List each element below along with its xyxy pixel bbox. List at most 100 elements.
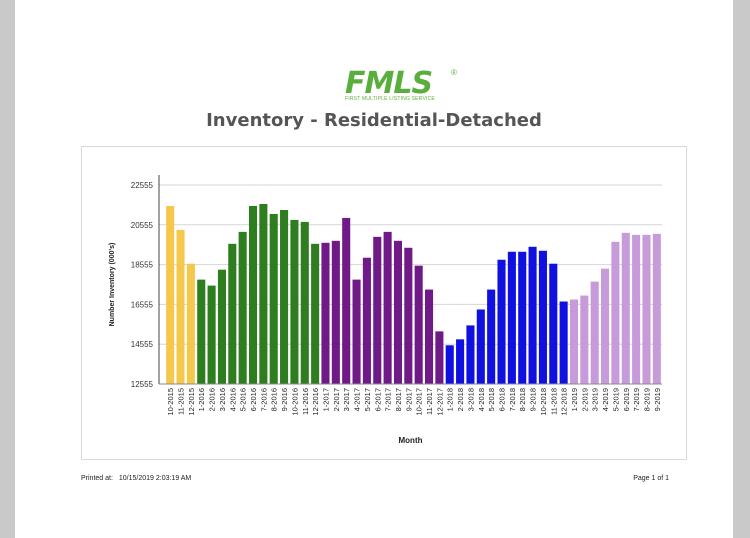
x-tick-label: 12-2018	[560, 388, 569, 416]
bar-4-2019	[601, 268, 610, 384]
x-tick-label: 11-2017	[425, 388, 434, 415]
x-tick-label: 8-2016	[270, 388, 279, 411]
x-tick-label: 11-2016	[301, 388, 310, 415]
x-tick-label: 5-2018	[487, 388, 496, 411]
x-tick-label: 10-2016	[290, 388, 299, 416]
x-tick-label: 4-2019	[601, 388, 610, 411]
bar-12-2017	[435, 331, 444, 384]
bar-1-2018	[445, 345, 454, 384]
bar-1-2017	[321, 242, 330, 384]
bar-5-2016	[238, 231, 247, 384]
x-tick-label: 9-2018	[529, 388, 538, 411]
x-tick-label: 8-2018	[518, 388, 527, 411]
x-tick-label: 12-2017	[435, 388, 444, 416]
bar-1-2016	[197, 279, 206, 384]
bar-10-2017	[414, 265, 423, 384]
y-tick-label: 12555	[131, 380, 154, 389]
printed-at-label: Printed at:	[81, 475, 113, 482]
x-tick-label: 7-2019	[632, 388, 641, 411]
bar-10-2015	[166, 205, 175, 384]
bar-8-2019	[642, 234, 651, 384]
bar-7-2017	[383, 231, 392, 384]
chart-container: 22555 20555 18555 16555 14555 12555 10-2015 11-…	[81, 146, 687, 460]
x-tick-label: 10-2017	[415, 388, 424, 416]
x-tick-label: 3-2018	[466, 388, 475, 411]
y-tick-label: 22555	[131, 181, 154, 190]
x-tick-label: 10-2018	[539, 388, 548, 416]
bar-5-2019	[611, 241, 620, 384]
bar-7-2018	[507, 251, 516, 384]
bar-5-2018	[487, 289, 496, 384]
bar-8-2018	[518, 251, 527, 384]
bar-6-2017	[373, 236, 382, 384]
x-tick-label: 5-2016	[239, 388, 248, 411]
x-tick-label: 11-2018	[549, 388, 558, 415]
bar-9-2016	[280, 209, 289, 384]
x-tick-label: 9-2019	[653, 388, 662, 411]
x-tick-label: 11-2015	[177, 388, 186, 415]
bar-2-2016	[207, 285, 216, 384]
x-tick-label: 2-2018	[456, 388, 465, 411]
x-tick-label: 6-2016	[249, 388, 258, 411]
bar-2-2017	[331, 240, 340, 384]
x-tick-label: 6-2018	[498, 388, 507, 411]
bar-10-2016	[290, 219, 299, 384]
bar-4-2017	[352, 279, 361, 384]
y-tick-label: 14555	[131, 340, 154, 349]
page-number: Page 1 of 1	[633, 475, 669, 482]
bar-11-2015	[176, 229, 185, 384]
x-tick-label: 4-2016	[228, 388, 237, 411]
bar-8-2016	[269, 213, 278, 384]
x-tick-label: 7-2017	[384, 388, 393, 411]
bar-3-2018	[466, 325, 475, 384]
x-tick-label: 8-2017	[394, 388, 403, 411]
chart-title: Inventory - Residential-Detached	[206, 110, 542, 131]
bar-7-2019	[632, 234, 641, 384]
y-tick-label: 18555	[131, 261, 154, 270]
bar-2-2018	[456, 339, 465, 384]
bar-12-2018	[559, 301, 568, 384]
x-tick-label: 6-2019	[622, 388, 631, 411]
x-tick-label: 7-2018	[508, 388, 517, 411]
x-tick-label: 9-2017	[404, 388, 413, 411]
x-tick-label: 12-2016	[311, 388, 320, 416]
x-tick-label: 1-2019	[570, 388, 579, 411]
bar-9-2017	[404, 247, 413, 384]
bar-9-2019	[652, 233, 661, 384]
bar-12-2016	[311, 243, 320, 384]
x-tick-label: 2-2019	[580, 388, 589, 411]
x-tick-label: 9-2016	[280, 388, 289, 411]
x-tick-label: 5-2017	[363, 388, 372, 411]
x-tick-label: 5-2019	[611, 388, 620, 411]
bar-3-2019	[590, 281, 599, 384]
x-tick-label: 2-2017	[332, 388, 341, 411]
bar-11-2016	[300, 221, 309, 384]
report-page: FMLS ® FIRST MULTIPLE LISTING SERVICE In…	[15, 0, 733, 538]
logo-tagline: FIRST MULTIPLE LISTING SERVICE	[345, 96, 435, 102]
y-axis-title: Number Inventory (000's)	[109, 243, 116, 327]
bar-11-2018	[549, 263, 558, 384]
x-tick-label: 8-2019	[642, 388, 651, 411]
bar-3-2017	[342, 217, 351, 384]
bar-6-2016	[248, 205, 258, 384]
x-tick-label: 1-2018	[446, 388, 455, 411]
x-tick-label: 6-2017	[373, 388, 382, 411]
bar-6-2019	[621, 232, 630, 384]
bar-6-2018	[497, 259, 506, 384]
bar-8-2017	[393, 240, 403, 384]
x-tick-label: 1-2016	[197, 388, 206, 411]
logo-wordmark: FMLS	[345, 66, 433, 101]
bar-11-2017	[424, 289, 434, 384]
x-tick-label: 4-2017	[353, 388, 362, 411]
bar-12-2015	[186, 263, 195, 384]
y-tick-label: 20555	[131, 221, 154, 230]
x-tick-label: 3-2017	[342, 388, 351, 411]
bar-5-2017	[362, 257, 371, 384]
x-tick-label: 7-2016	[259, 388, 268, 411]
bar-4-2016	[228, 243, 237, 384]
logo-registered-mark: ®	[451, 68, 457, 77]
x-tick-label: 10-2015	[166, 388, 175, 416]
bar-3-2016	[217, 269, 226, 384]
bar-1-2019	[569, 299, 579, 384]
